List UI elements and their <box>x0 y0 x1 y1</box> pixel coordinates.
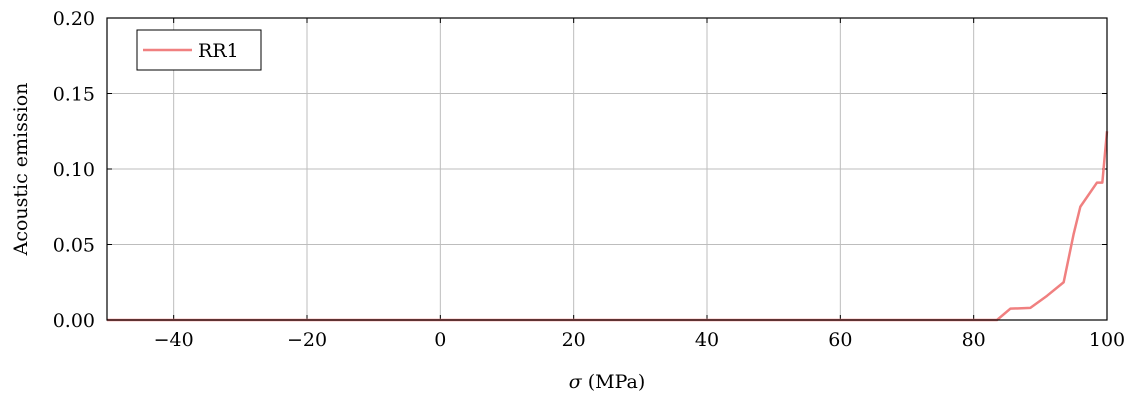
x-tick-label: 20 <box>562 329 586 351</box>
x-axis-label-unit: (MPa) <box>588 371 646 393</box>
plot-frame <box>106 17 1108 321</box>
y-tick-label: 0.15 <box>53 84 95 106</box>
x-tick-label: 60 <box>828 329 852 351</box>
x-axis-ticks: −40 −20 0 20 40 60 80 100 <box>154 18 1125 351</box>
x-tick-label: 100 <box>1089 329 1125 351</box>
y-axis-ticks: 0.00 0.05 0.10 0.15 0.20 <box>53 8 1107 332</box>
series-layer <box>107 131 1109 322</box>
x-tick-label: 0 <box>434 329 446 351</box>
y-tick-label: 0.00 <box>53 310 95 332</box>
y-axis-label: Acoustic emission <box>10 83 32 257</box>
y-tick-label: 0.10 <box>53 159 95 181</box>
x-axis-label-symbol: σ <box>569 371 583 393</box>
x-axis-label: σ (MPa) <box>569 371 646 393</box>
x-tick-label: −40 <box>154 329 194 351</box>
legend-label-rr1: RR1 <box>198 40 239 62</box>
y-tick-label: 0.20 <box>53 8 95 30</box>
legend: RR1 <box>136 29 262 71</box>
series-line-rr1 <box>107 131 1109 322</box>
x-tick-label: 80 <box>962 329 986 351</box>
y-tick-label: 0.05 <box>53 235 95 257</box>
x-tick-label: −20 <box>287 329 327 351</box>
x-tick-label: 40 <box>695 329 719 351</box>
